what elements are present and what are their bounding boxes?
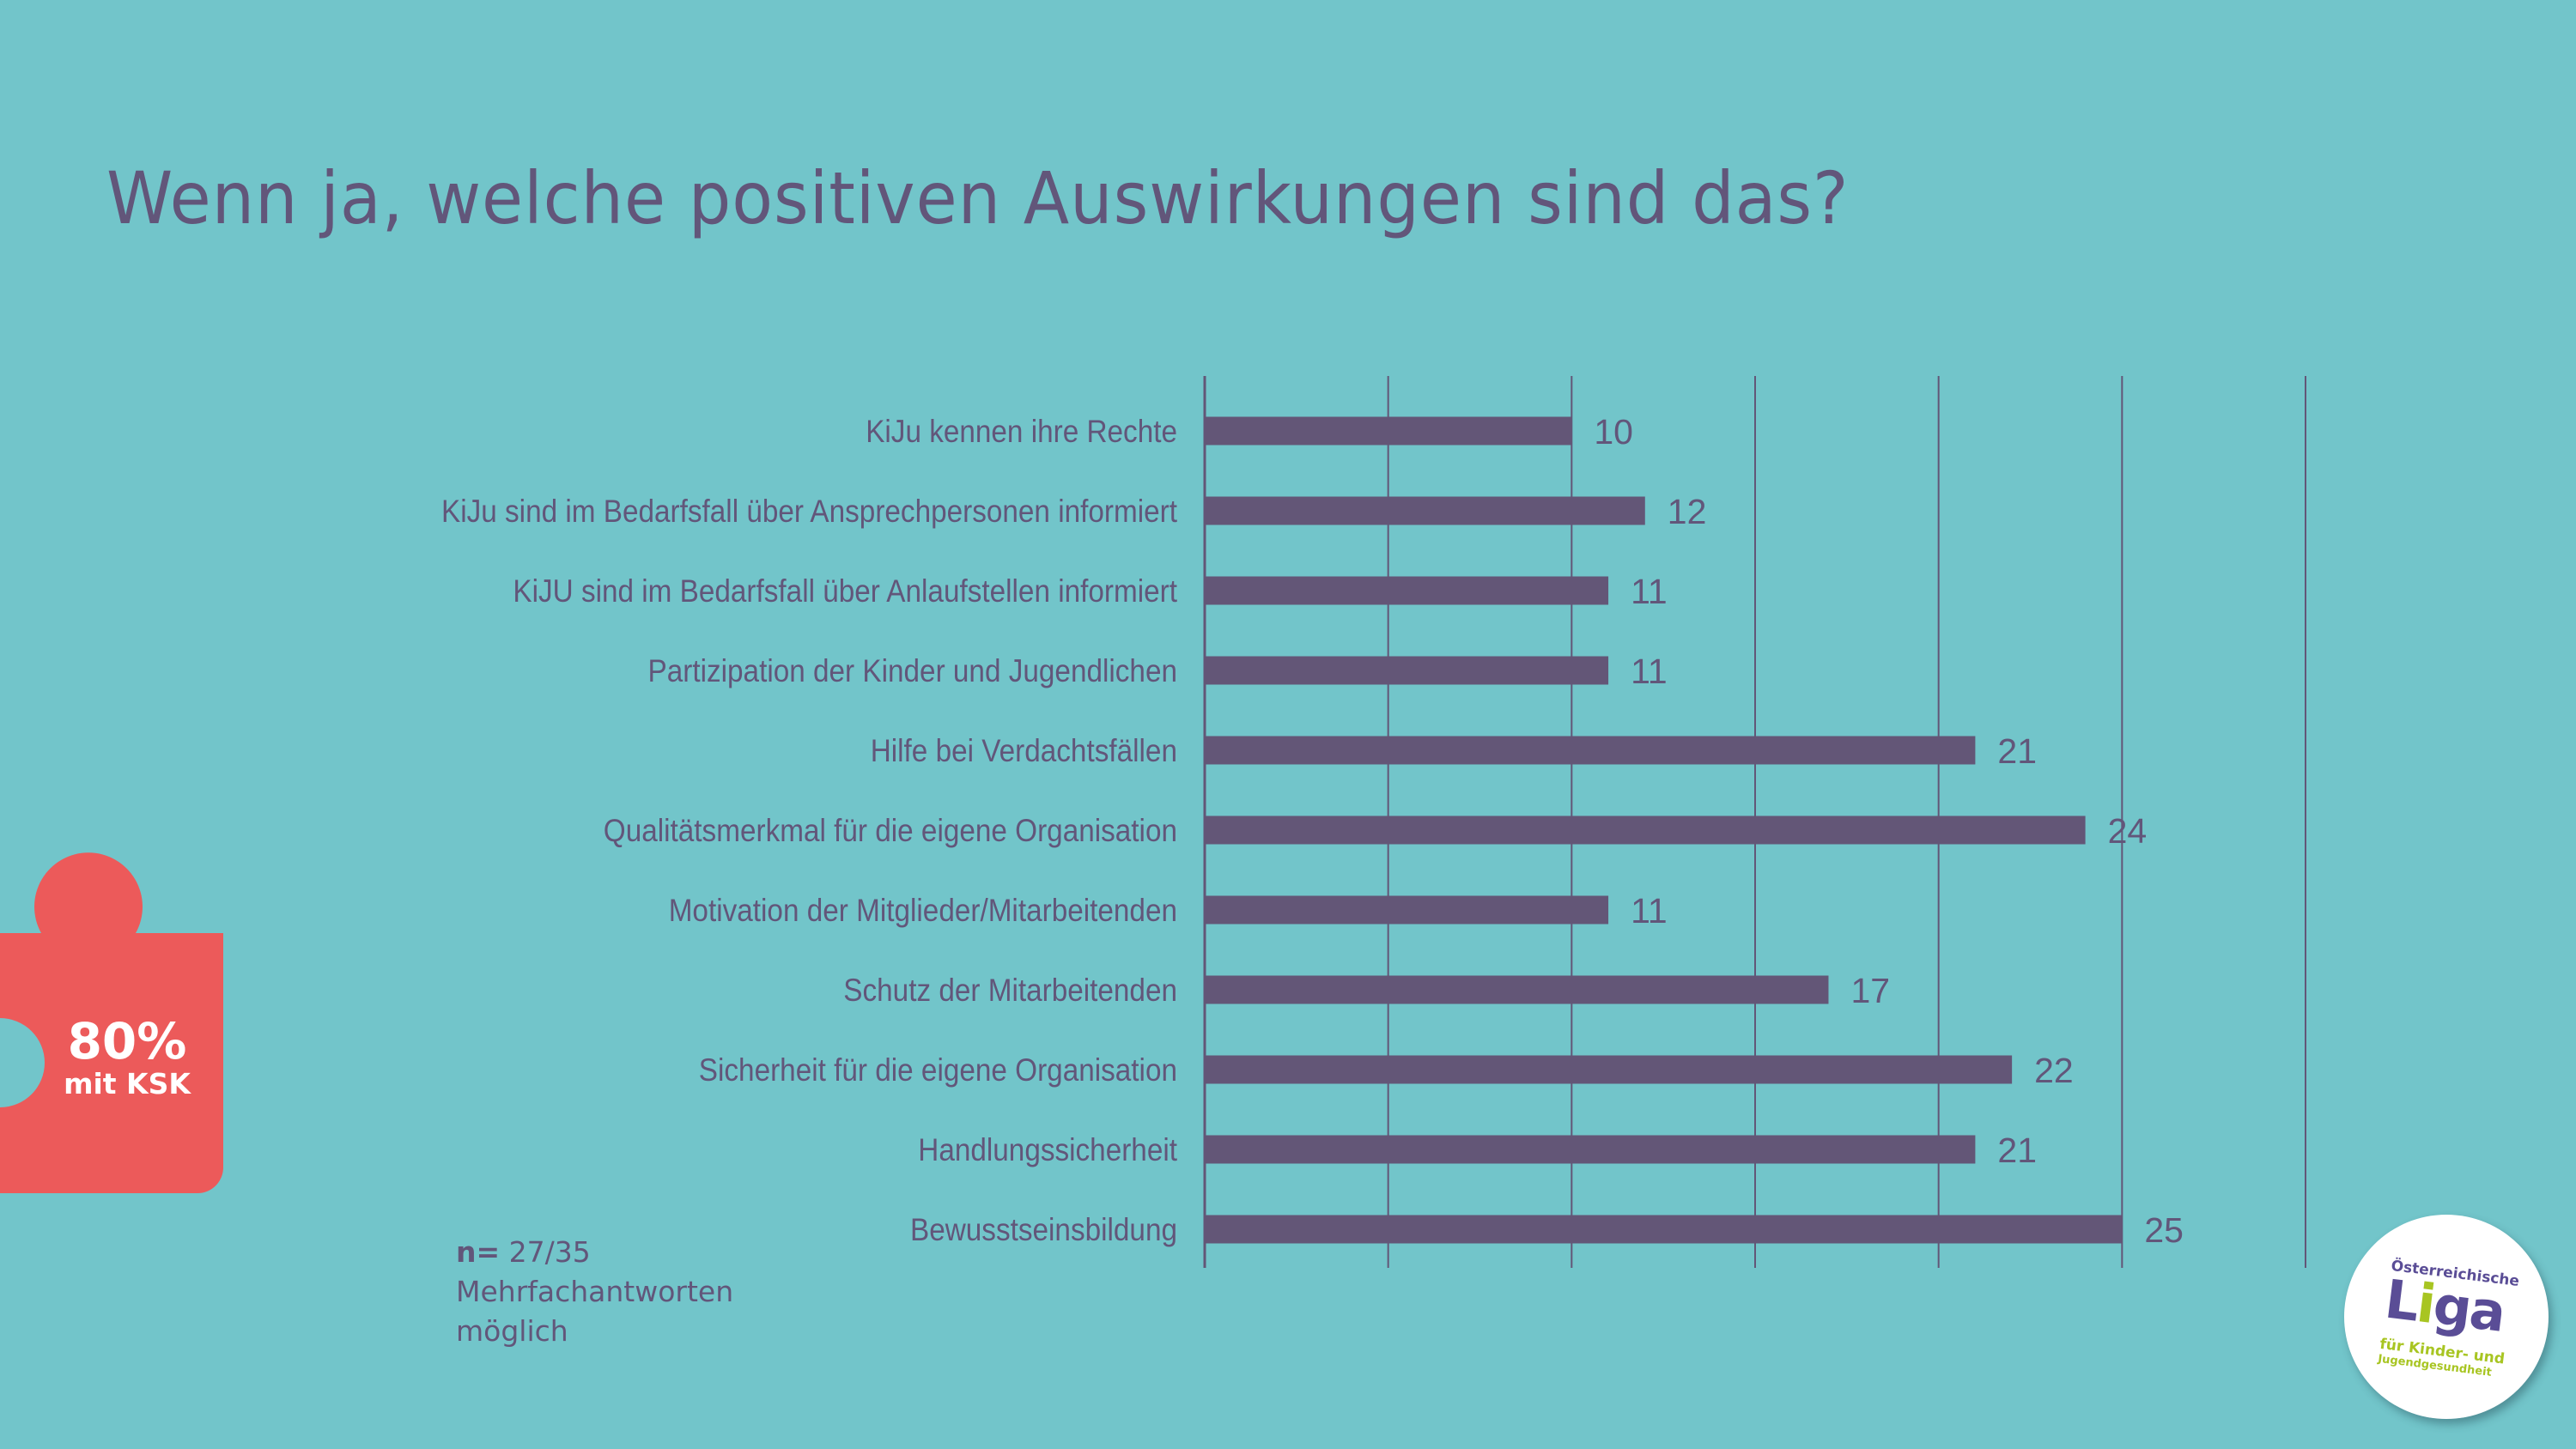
value-label: 24 <box>2108 811 2148 851</box>
value-label: 11 <box>1631 652 1668 691</box>
slide-title: Wenn ja, welche positiven Auswirkungen s… <box>106 156 1850 240</box>
bars <box>1205 416 2123 1244</box>
category-label: KiJu kennen ihre Rechte <box>866 414 1177 449</box>
category-label: Handlungssicherheit <box>918 1132 1177 1167</box>
value-label: 25 <box>2144 1210 2184 1250</box>
bar <box>1205 1135 1976 1164</box>
badge-label: mit KSK <box>64 1067 191 1100</box>
value-label: 12 <box>1668 492 1707 531</box>
value-label: 10 <box>1594 412 1633 452</box>
logo-name-part2: ga <box>2429 1273 2508 1344</box>
category-label: Qualitätsmerkmal für die eigene Organisa… <box>604 813 1177 848</box>
category-labels: KiJu kennen ihre Rechte KiJu sind im Beda… <box>441 414 1178 1247</box>
bar <box>1205 576 1609 605</box>
bar <box>1205 656 1609 685</box>
category-label: Bewusstseinsbildung <box>910 1212 1177 1247</box>
value-label: 21 <box>1997 1131 2037 1170</box>
liga-logo: Österreichische Liga für Kinder- und Jug… <box>2344 1215 2549 1419</box>
bar <box>1205 895 1609 925</box>
category-label: KiJu sind im Bedarfsfall über Ansprechpe… <box>441 494 1178 529</box>
category-label: Schutz der Mitarbeitenden <box>843 973 1177 1008</box>
bar <box>1205 1215 2123 1244</box>
sample-note: n= 27/35 Mehrfachantworten möglich <box>456 1233 733 1351</box>
sample-size-line: n= 27/35 <box>456 1233 733 1272</box>
badge-percent: 80% <box>67 1012 187 1070</box>
value-labels: 10 12 11 11 21 24 11 17 22 21 25 <box>1594 412 2184 1250</box>
bar <box>1205 496 1645 525</box>
bar <box>1205 815 2086 845</box>
category-label: Partizipation der Kinder und Jugendliche… <box>648 653 1178 688</box>
note-line-2: Mehrfachantworten <box>456 1275 734 1308</box>
sample-size-prefix: n= <box>456 1235 501 1269</box>
badge-text: 80% mit KSK <box>50 1015 204 1100</box>
note-line-3: möglich <box>456 1314 568 1348</box>
category-label: Motivation der Mitglieder/Mitarbeitenden <box>669 893 1177 928</box>
bar <box>1205 736 1976 765</box>
sample-size-value: 27/35 <box>500 1235 591 1269</box>
liga-logo-content: Österreichische Liga für Kinder- und Jug… <box>2344 1215 2549 1419</box>
logo-name: Liga <box>2382 1267 2508 1344</box>
category-label: Sicherheit für die eigene Organisation <box>699 1052 1177 1088</box>
bar <box>1205 1055 2013 1084</box>
category-label: Hilfe bei Verdachtsfällen <box>871 733 1177 768</box>
category-label: KiJU sind im Bedarfsfall über Anlaufstel… <box>513 573 1177 609</box>
value-label: 17 <box>1850 971 1890 1010</box>
value-label: 22 <box>2034 1051 2074 1090</box>
bar <box>1205 416 1572 446</box>
bar <box>1205 975 1829 1004</box>
value-label: 11 <box>1631 572 1668 611</box>
value-label: 21 <box>1997 731 2037 771</box>
value-label: 11 <box>1631 891 1668 931</box>
